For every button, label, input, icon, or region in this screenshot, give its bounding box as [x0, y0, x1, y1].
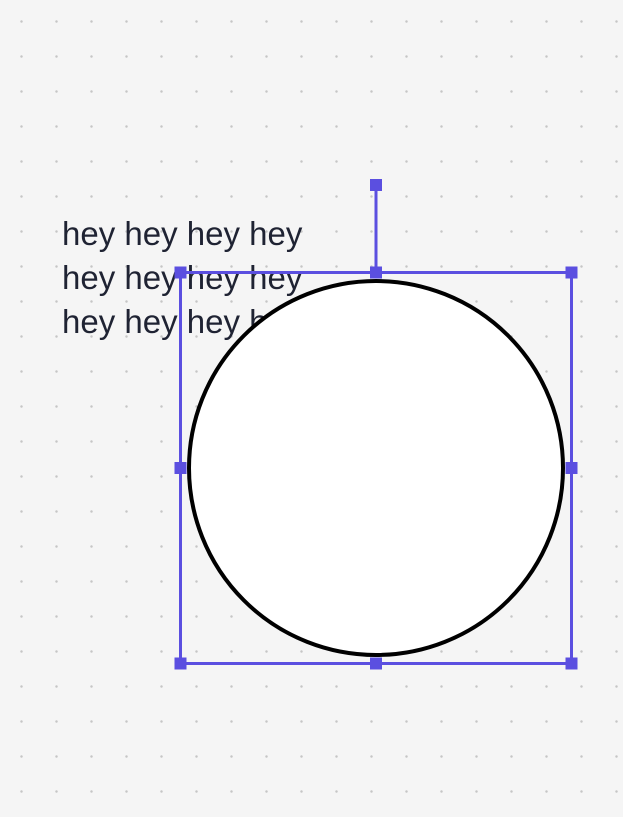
resize-handle-left[interactable]	[174, 462, 187, 474]
resize-handle-top-left[interactable]	[174, 266, 187, 279]
resize-handle-top-right[interactable]	[565, 266, 578, 279]
resize-handle-bottom-left[interactable]	[174, 657, 187, 670]
text-line-1: hey hey hey hey	[62, 215, 303, 252]
resize-handle-top[interactable]	[370, 266, 382, 279]
circle-shape[interactable]	[187, 279, 565, 657]
selection-handles	[174, 179, 578, 670]
resize-handle-right[interactable]	[565, 462, 578, 474]
rotate-handle[interactable]	[370, 179, 382, 191]
resize-handle-bottom-right[interactable]	[565, 657, 578, 670]
resize-handle-bottom[interactable]	[370, 657, 382, 670]
